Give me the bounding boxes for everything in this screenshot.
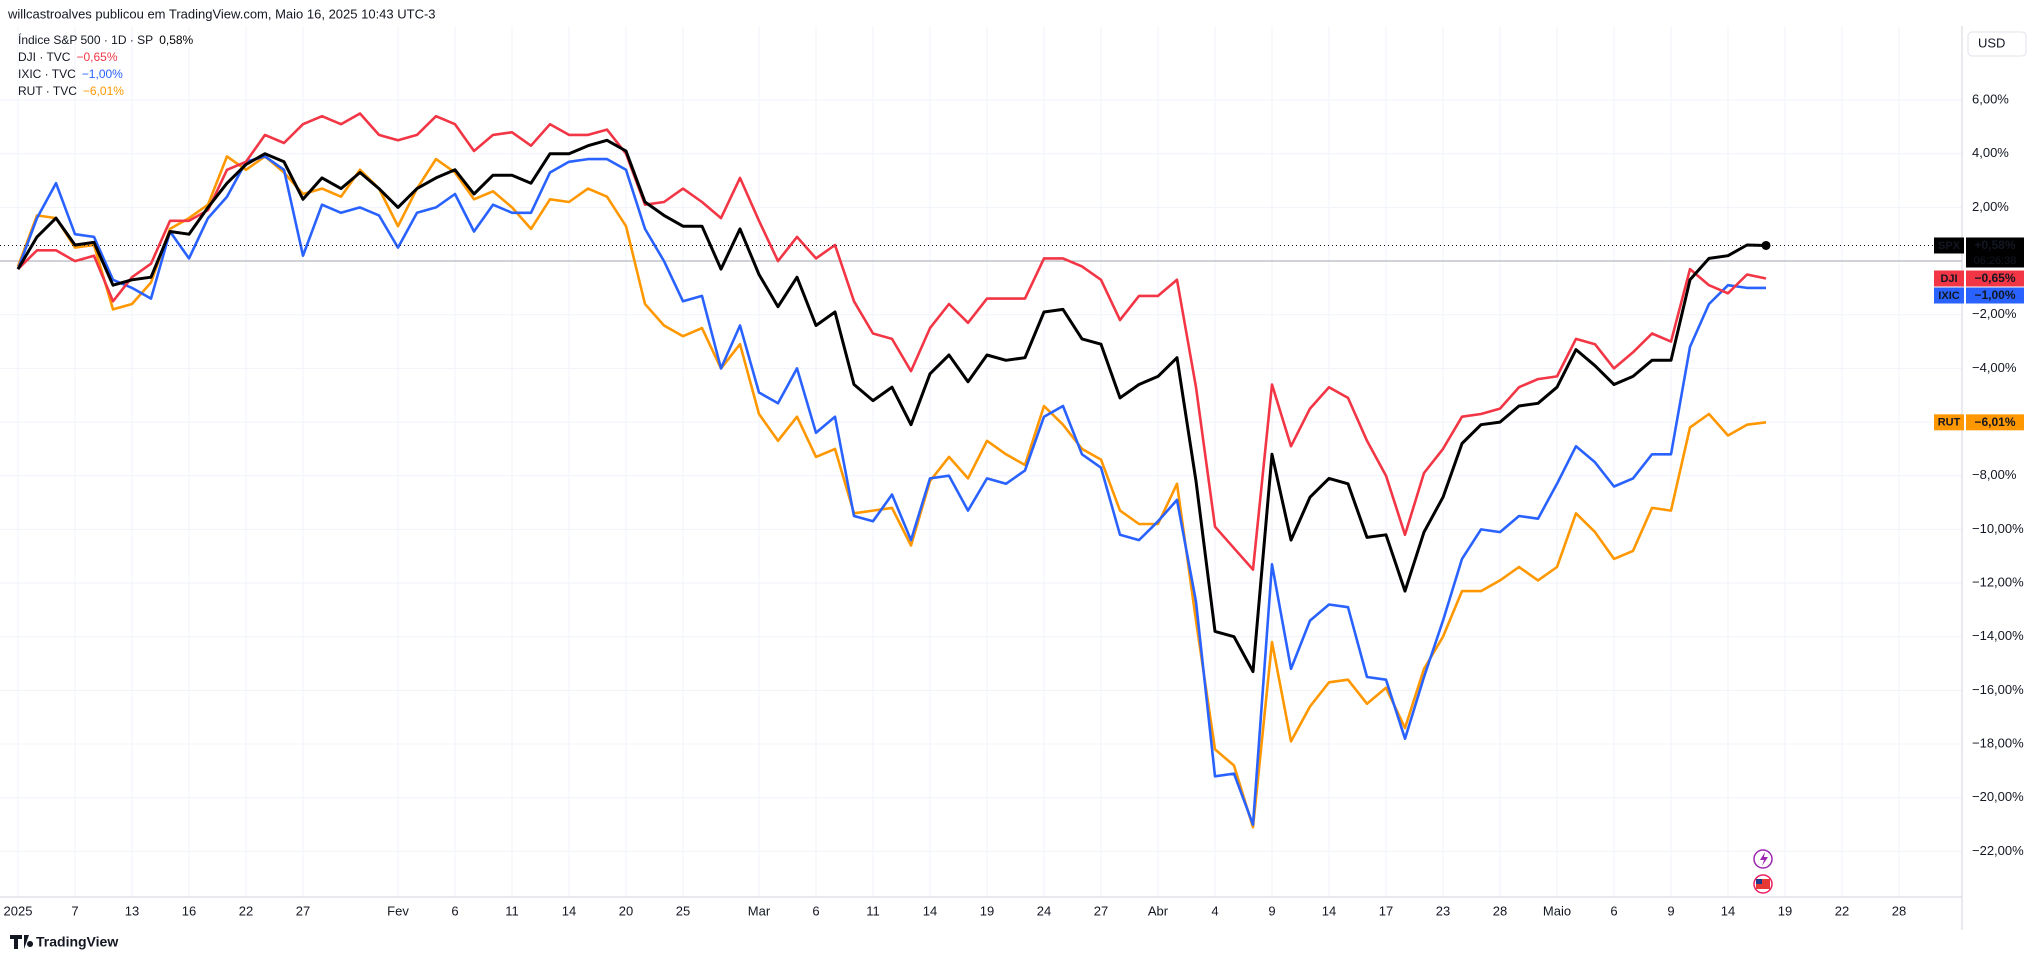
legend-label: IXIC · TVC [18, 67, 76, 81]
x-tick-label: Fev [387, 903, 409, 918]
x-tick-label: 14 [1721, 903, 1735, 918]
legend-entry: IXIC · TVC −1,00% [18, 67, 123, 81]
x-tick-label: 23 [1436, 903, 1450, 918]
x-tick-label: Mar [748, 903, 771, 918]
legend-label: RUT · TVC [18, 84, 77, 98]
x-tick-label: 6 [451, 903, 458, 918]
y-tick-label: −16,00% [1972, 682, 2024, 697]
legend: Índice S&P 500 · 1D · SP 0,58% DJI · TVC −0… [18, 32, 194, 98]
legend-entry: Índice S&P 500 · 1D · SP 0,58% [18, 32, 194, 47]
tag-name: DJI [1940, 273, 1957, 285]
flag-icon-canton [1756, 879, 1762, 884]
x-tick-label: 22 [239, 903, 253, 918]
y-tick-label: −8,00% [1972, 467, 2017, 482]
y-tick-label: 6,00% [1972, 91, 2009, 106]
legend-change: −1,00% [82, 67, 123, 81]
tag-name-box [1934, 270, 1964, 287]
tag-name-box [1934, 414, 1964, 431]
series-line [16, 155, 1766, 826]
legend-entry: RUT · TVC −6,01% [18, 84, 124, 98]
tag-value-box [1966, 270, 2024, 287]
brand: TradingView [36, 934, 118, 950]
x-tick-label: 6 [1610, 903, 1617, 918]
legend-label: DJI · TVC [18, 50, 71, 64]
tag-value: −6,01% [1974, 415, 2015, 429]
grid: 6,00%4,00%2,00%−2,00%−4,00%−6,00%−8,00%−… [0, 26, 2024, 918]
legend-label: Índice S&P 500 · 1D · SP [18, 32, 153, 47]
x-tick-label: 9 [1667, 903, 1674, 918]
legend-change: 0,58% [159, 33, 193, 47]
x-tick-label: 19 [1778, 903, 1792, 918]
x-tick-label: 14 [1322, 903, 1336, 918]
y-tick-label: −12,00% [1972, 574, 2024, 589]
series-line [16, 138, 1767, 674]
x-tick-label: 28 [1892, 903, 1906, 918]
x-tick-label: 14 [562, 903, 576, 918]
x-tick-label: 25 [676, 903, 690, 918]
x-tick-label: 4 [1211, 903, 1218, 918]
x-tick-label: 14 [923, 903, 937, 918]
lines [0, 112, 1962, 829]
x-tick-label: Maio [1543, 903, 1571, 918]
y-tick-label: −4,00% [1972, 360, 2017, 375]
tag-value-box [1966, 287, 2024, 304]
price-tags: SPX +0,58% 06:26:38 DJI −0,65% IXIC −1,00% RUT −… [1934, 237, 2024, 431]
x-tick-label: Abr [1148, 903, 1169, 918]
currency-box[interactable] [1967, 31, 2027, 57]
publish-info: willcastroalves publicou em TradingView.… [7, 6, 436, 21]
y-tick-label: 4,00% [1972, 145, 2009, 160]
countdown-box [1966, 253, 2024, 268]
y-tick-label: −10,00% [1972, 521, 2024, 536]
y-tick-label: −22,00% [1972, 843, 2024, 858]
x-tick-label: 20 [619, 903, 633, 918]
x-tick-label: 2025 [4, 903, 33, 918]
y-tick-label: −18,00% [1972, 735, 2024, 750]
tag-value: −1,00% [1974, 288, 2015, 302]
x-tick-label: 9 [1268, 903, 1275, 918]
legend-change: −6,01% [83, 84, 124, 98]
tag-value: −0,65% [1974, 271, 2015, 285]
y-tick-label: −20,00% [1972, 789, 2024, 804]
x-tick-label: 27 [1094, 903, 1108, 918]
x-tick-label: 6 [812, 903, 819, 918]
x-tick-label: 22 [1835, 903, 1849, 918]
tag-name-box [1934, 287, 1964, 304]
x-tick-label: 19 [980, 903, 994, 918]
y-tick-label: −14,00% [1972, 628, 2024, 643]
x-tick-label: 17 [1379, 903, 1393, 918]
x-tick-label: 11 [866, 903, 880, 918]
tag-value: +0,58% [1974, 238, 2015, 252]
y-tick-label: −2,00% [1972, 306, 2017, 321]
tag-value-box [1966, 414, 2024, 431]
last-point [1761, 240, 1771, 250]
flag-icon [1756, 879, 1770, 889]
tag-name: RUT [1938, 417, 1961, 429]
brand-logo [10, 935, 34, 949]
x-tick-label: 24 [1037, 903, 1051, 918]
legend-change: −0,65% [76, 50, 117, 64]
x-tick-label: 28 [1493, 903, 1507, 918]
tag-name: SPX [1938, 240, 1961, 252]
legend-entry: DJI · TVC −0,65% [18, 50, 118, 64]
x-tick-label: 11 [505, 903, 519, 918]
currency: USD [1978, 35, 2005, 50]
series-line [17, 112, 1767, 571]
y-tick-label: 2,00% [1972, 199, 2009, 214]
tag-name-box [1934, 237, 1964, 254]
x-tick-label: 16 [182, 903, 196, 918]
x-tick-label: 13 [125, 903, 139, 918]
x-tick-label: 7 [71, 903, 78, 918]
tag-value-box [1966, 237, 2024, 254]
tag-name: IXIC [1938, 290, 1959, 302]
countdown: 06:26:38 [1974, 255, 2017, 267]
event-icon-bolt [1760, 852, 1768, 866]
x-tick-label: 27 [296, 903, 310, 918]
